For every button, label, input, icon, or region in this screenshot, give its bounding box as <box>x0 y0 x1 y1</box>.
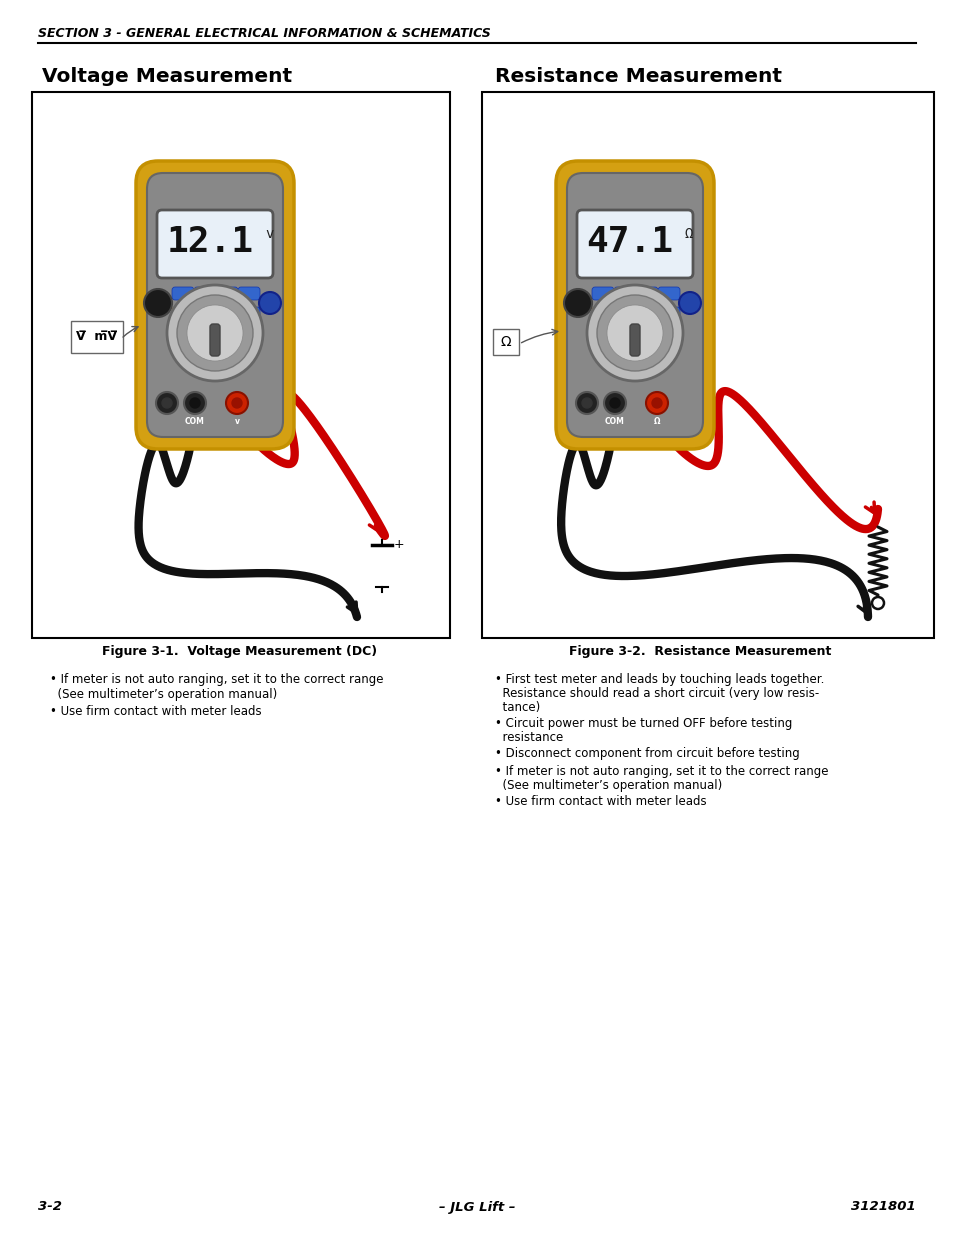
Text: Ω: Ω <box>684 227 693 241</box>
Circle shape <box>606 305 662 361</box>
FancyBboxPatch shape <box>658 308 679 320</box>
FancyBboxPatch shape <box>215 287 237 300</box>
Circle shape <box>581 398 592 408</box>
Text: • Circuit power must be turned OFF before testing: • Circuit power must be turned OFF befor… <box>495 718 792 730</box>
Text: Figure 3-2.  Resistance Measurement: Figure 3-2. Resistance Measurement <box>568 645 830 658</box>
Text: resistance: resistance <box>495 731 562 743</box>
Circle shape <box>576 391 598 414</box>
Circle shape <box>258 291 281 314</box>
Circle shape <box>609 398 619 408</box>
Text: Voltage Measurement: Voltage Measurement <box>42 67 292 86</box>
Text: (See multimeter’s operation manual): (See multimeter’s operation manual) <box>495 779 721 792</box>
FancyBboxPatch shape <box>566 173 702 437</box>
FancyBboxPatch shape <box>136 161 294 450</box>
Bar <box>32 91 450 638</box>
Text: • First test meter and leads by touching leads together.: • First test meter and leads by touching… <box>495 673 823 685</box>
Text: – JLG Lift –: – JLG Lift – <box>438 1200 515 1214</box>
Text: • If meter is not auto ranging, set it to the correct range: • If meter is not auto ranging, set it t… <box>495 764 827 778</box>
Text: • Disconnect component from circuit before testing: • Disconnect component from circuit befo… <box>495 747 799 760</box>
Circle shape <box>162 398 172 408</box>
Text: 3-2: 3-2 <box>38 1200 62 1214</box>
Circle shape <box>871 597 883 609</box>
FancyBboxPatch shape <box>636 287 658 300</box>
Text: 12.1: 12.1 <box>167 225 253 259</box>
Text: v: v <box>265 227 274 241</box>
Circle shape <box>187 305 243 361</box>
Text: 3121801: 3121801 <box>850 1200 915 1214</box>
FancyBboxPatch shape <box>636 308 658 320</box>
Text: COM: COM <box>185 417 205 426</box>
Text: (See multimeter’s operation manual): (See multimeter’s operation manual) <box>50 688 277 701</box>
FancyBboxPatch shape <box>556 161 713 450</box>
FancyBboxPatch shape <box>147 173 283 437</box>
FancyBboxPatch shape <box>193 308 215 320</box>
Circle shape <box>563 289 592 317</box>
FancyBboxPatch shape <box>193 287 215 300</box>
FancyBboxPatch shape <box>592 287 614 300</box>
FancyBboxPatch shape <box>629 324 639 356</box>
FancyBboxPatch shape <box>614 287 636 300</box>
Text: V̅  m̅V̅: V̅ m̅V̅ <box>76 331 117 343</box>
Text: • Use firm contact with meter leads: • Use firm contact with meter leads <box>495 795 706 808</box>
Circle shape <box>597 295 672 370</box>
Text: Ω: Ω <box>500 335 511 350</box>
FancyBboxPatch shape <box>577 210 692 278</box>
Text: • Use firm contact with meter leads: • Use firm contact with meter leads <box>50 705 261 718</box>
FancyBboxPatch shape <box>210 324 220 356</box>
Circle shape <box>190 398 200 408</box>
Text: SECTION 3 - GENERAL ELECTRICAL INFORMATION & SCHEMATICS: SECTION 3 - GENERAL ELECTRICAL INFORMATI… <box>38 27 490 40</box>
Text: Ω: Ω <box>653 417 659 426</box>
FancyBboxPatch shape <box>157 210 273 278</box>
Text: COM: COM <box>604 417 624 426</box>
FancyBboxPatch shape <box>614 308 636 320</box>
Circle shape <box>586 285 682 382</box>
FancyBboxPatch shape <box>172 308 193 320</box>
Circle shape <box>144 289 172 317</box>
Circle shape <box>156 391 178 414</box>
Circle shape <box>226 391 248 414</box>
FancyBboxPatch shape <box>658 287 679 300</box>
Text: +: + <box>394 538 404 552</box>
Circle shape <box>177 295 253 370</box>
FancyBboxPatch shape <box>237 287 260 300</box>
Circle shape <box>603 391 625 414</box>
Circle shape <box>232 398 242 408</box>
FancyBboxPatch shape <box>215 308 237 320</box>
Bar <box>481 91 933 638</box>
Circle shape <box>651 398 661 408</box>
FancyBboxPatch shape <box>493 329 518 354</box>
FancyBboxPatch shape <box>592 308 614 320</box>
Text: v: v <box>234 417 239 426</box>
Text: • If meter is not auto ranging, set it to the correct range: • If meter is not auto ranging, set it t… <box>50 673 383 685</box>
FancyBboxPatch shape <box>71 321 123 353</box>
Text: tance): tance) <box>495 701 539 714</box>
Text: 47.1: 47.1 <box>586 225 673 259</box>
Circle shape <box>679 291 700 314</box>
FancyBboxPatch shape <box>172 287 193 300</box>
Text: Figure 3-1.  Voltage Measurement (DC): Figure 3-1. Voltage Measurement (DC) <box>102 645 377 658</box>
FancyBboxPatch shape <box>237 308 260 320</box>
Text: Resistance should read a short circuit (very low resis-: Resistance should read a short circuit (… <box>495 687 819 700</box>
Text: Resistance Measurement: Resistance Measurement <box>495 67 781 86</box>
Circle shape <box>184 391 206 414</box>
Circle shape <box>645 391 667 414</box>
Circle shape <box>167 285 263 382</box>
